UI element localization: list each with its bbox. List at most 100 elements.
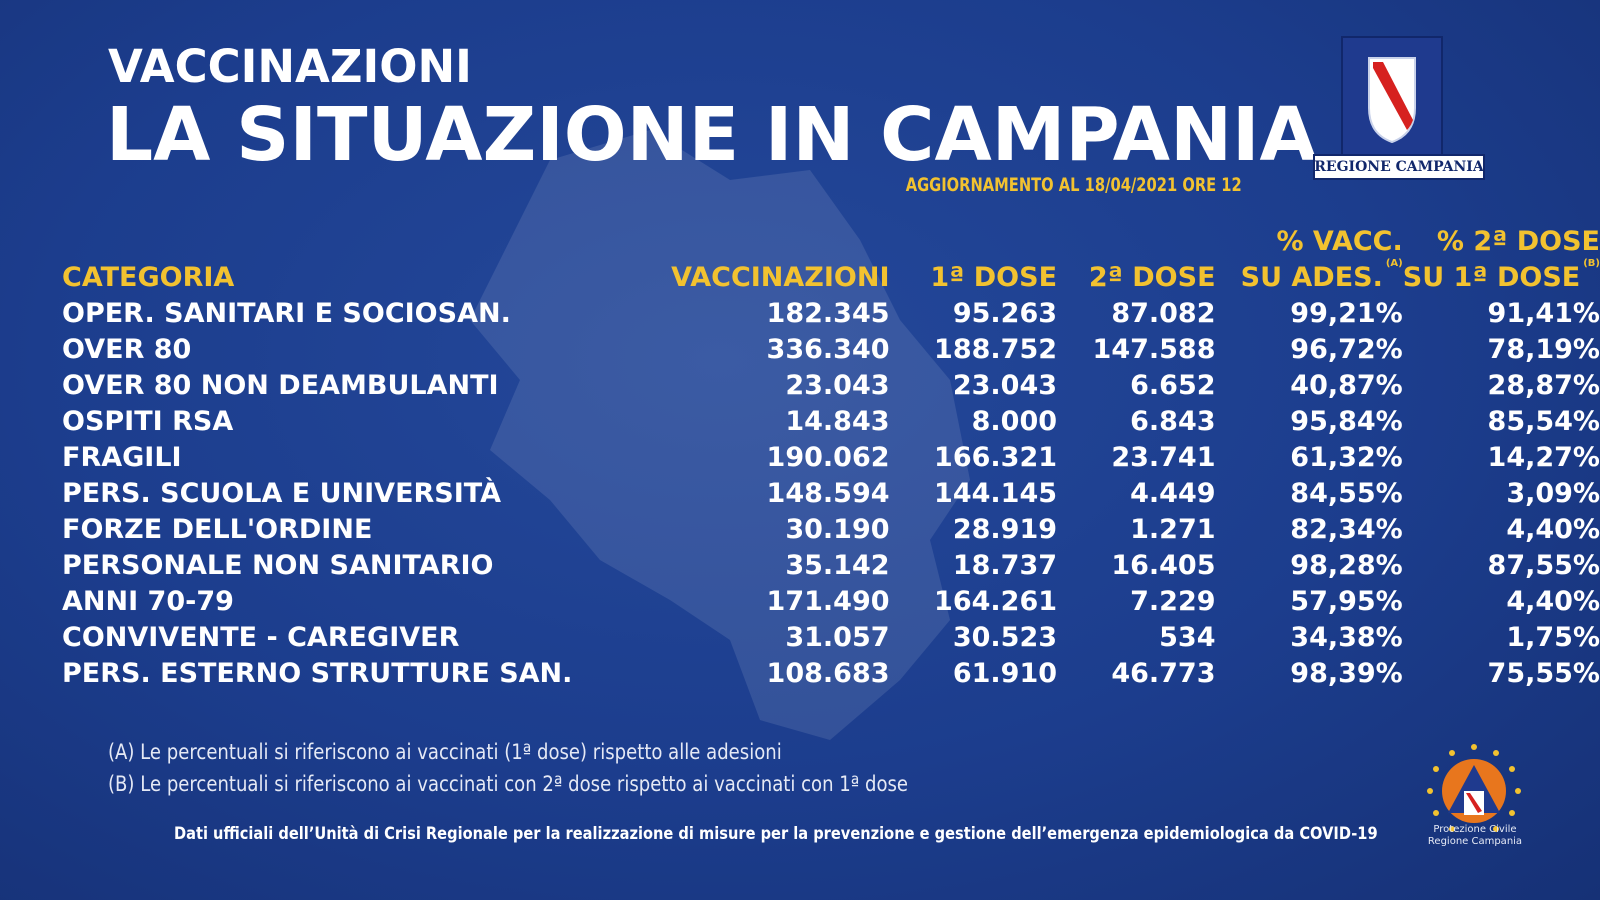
table-header-row: CATEGORIA VACCINAZIONI 1ª DOSE 2ª DOSE %…	[62, 218, 1600, 296]
cell-perc-dose2: 4,40%	[1506, 586, 1600, 617]
cell-dose2: 534	[1159, 622, 1216, 653]
cell-perc-dose2: 3,09%	[1506, 478, 1600, 509]
vaccination-table: CATEGORIA VACCINAZIONI 1ª DOSE 2ª DOSE %…	[62, 218, 1600, 692]
cell-categoria: FRAGILI	[62, 442, 182, 473]
cell-vaccinazioni: 31.057	[785, 622, 890, 653]
table-row: OVER 80 336.340 188.752 147.588 96,72% 78,19%	[62, 332, 1600, 368]
cell-perc-vacc: 95,84%	[1290, 406, 1403, 437]
cell-perc-vacc: 98,39%	[1290, 658, 1403, 689]
cell-dose1: 30.523	[952, 622, 1058, 653]
cell-dose1: 61.910	[952, 658, 1058, 689]
cell-categoria: OPER. SANITARI E SOCIOSAN.	[62, 298, 511, 329]
cell-vaccinazioni: 171.490	[766, 586, 890, 617]
cell-dose1: 23.043	[952, 370, 1058, 401]
table-row: OPER. SANITARI E SOCIOSAN. 182.345 95.263 8…	[62, 296, 1600, 332]
cell-perc-vacc: 98,28%	[1290, 550, 1403, 581]
page-title: LA SITUAZIONE IN CAMPANIA	[106, 92, 1317, 178]
header-perc-dose2-line1: % 2ª DOSE	[1436, 226, 1600, 257]
table-row: FRAGILI 190.062 166.321 23.741 61,32% 14,27%	[62, 440, 1600, 476]
region-logo-label: REGIONE CAMPANIA	[1313, 154, 1485, 180]
cell-dose2: 4.449	[1130, 478, 1216, 509]
header-perc-dose2-line2: SU 1ª DOSE	[1402, 262, 1581, 293]
header-perc-vacc-line2: SU ADES.	[1240, 262, 1383, 293]
cell-perc-vacc: 34,38%	[1290, 622, 1403, 653]
header-dose2: 2ª DOSE	[1088, 262, 1216, 293]
cell-dose2: 6.652	[1130, 370, 1216, 401]
cell-perc-dose2: 28,87%	[1487, 370, 1600, 401]
cell-dose1: 188.752	[934, 334, 1058, 365]
header-vaccinazioni: VACCINAZIONI	[671, 262, 890, 293]
cell-perc-dose2: 91,41%	[1487, 298, 1600, 329]
cell-perc-vacc: 84,55%	[1290, 478, 1403, 509]
cell-perc-vacc: 82,34%	[1290, 514, 1403, 545]
cell-dose2: 23.741	[1111, 442, 1216, 473]
cell-dose1: 166.321	[934, 442, 1058, 473]
cell-perc-dose2: 87,55%	[1487, 550, 1600, 581]
cell-categoria: OVER 80 NON DEAMBULANTI	[62, 370, 499, 401]
cell-dose2: 7.229	[1130, 586, 1216, 617]
header-perc-dose2-line2-wrap: SU 1ª DOSE (B)	[1402, 258, 1600, 296]
cell-perc-vacc: 57,95%	[1290, 586, 1403, 617]
cell-vaccinazioni: 23.043	[785, 370, 890, 401]
footnote-b: (B) Le percentuali si riferiscono ai vac…	[108, 772, 909, 796]
footnotes: (A) Le percentuali si riferiscono ai vac…	[108, 736, 908, 800]
campania-map-silhouette	[470, 130, 970, 740]
cell-dose1: 164.261	[934, 586, 1058, 617]
cell-vaccinazioni: 148.594	[766, 478, 890, 509]
protezione-civile-label: Protezione Civile Regione Campania	[1410, 824, 1540, 848]
cell-categoria: CONVIVENTE - CAREGIVER	[62, 622, 460, 653]
protezione-civile-logo-icon	[1427, 744, 1521, 832]
header-categoria: CATEGORIA	[62, 262, 235, 293]
cell-dose1: 8.000	[971, 406, 1058, 437]
cell-dose2: 147.588	[1092, 334, 1216, 365]
pc-label-line2: Regione Campania	[1427, 836, 1523, 847]
cell-perc-vacc: 61,32%	[1290, 442, 1403, 473]
cell-categoria: PERSONALE NON SANITARIO	[62, 550, 494, 581]
cell-vaccinazioni: 35.142	[785, 550, 890, 581]
cell-dose2: 16.405	[1111, 550, 1216, 581]
pc-label-line1: Protezione Civile	[1433, 824, 1517, 835]
header-perc-vacc-note: (A)	[1385, 258, 1403, 269]
cell-categoria: ANNI 70-79	[62, 586, 234, 617]
header-perc-vacc-line2-wrap: SU ADES. (A)	[1216, 258, 1403, 296]
cell-perc-dose2: 4,40%	[1506, 514, 1600, 545]
cell-vaccinazioni: 14.843	[785, 406, 890, 437]
header-perc-dose2: % 2ª DOSE SU 1ª DOSE (B)	[1403, 218, 1600, 296]
table-row: PERSONALE NON SANITARIO 35.142 18.737 16.40…	[62, 548, 1600, 584]
cell-vaccinazioni: 336.340	[766, 334, 890, 365]
header-perc-vacc: % VACC. SU ADES. (A)	[1216, 218, 1403, 296]
cell-perc-dose2: 78,19%	[1487, 334, 1600, 365]
source-note: Dati ufficiali dell’Unità di Crisi Regio…	[174, 824, 1378, 844]
cell-vaccinazioni: 182.345	[766, 298, 890, 329]
cell-dose2: 87.082	[1111, 298, 1216, 329]
cell-dose1: 144.145	[934, 478, 1058, 509]
regione-campania-logo: REGIONE CAMPANIA	[1313, 36, 1485, 182]
table-body: OPER. SANITARI E SOCIOSAN. 182.345 95.263 8…	[62, 296, 1600, 692]
region-shield-icon	[1341, 36, 1443, 158]
header-perc-vacc-line1: % VACC.	[1276, 226, 1403, 257]
cell-categoria: PERS. ESTERNO STRUTTURE SAN.	[62, 658, 573, 689]
cell-perc-vacc: 40,87%	[1290, 370, 1403, 401]
cell-perc-dose2: 14,27%	[1487, 442, 1600, 473]
table-row: ANNI 70-79 171.490 164.261 7.229 57,95% 4,40%	[62, 584, 1600, 620]
cell-perc-dose2: 1,75%	[1506, 622, 1600, 653]
cell-perc-vacc: 99,21%	[1290, 298, 1403, 329]
cell-dose1: 95.263	[952, 298, 1058, 329]
cell-vaccinazioni: 30.190	[785, 514, 890, 545]
table-row: PERS. SCUOLA E UNIVERSITÀ 148.594 144.145 4…	[62, 476, 1600, 512]
cell-dose1: 18.737	[952, 550, 1058, 581]
cell-dose2: 1.271	[1130, 514, 1216, 545]
cell-dose1: 28.919	[952, 514, 1058, 545]
table-row: FORZE DELL'ORDINE 30.190 28.919 1.271 82,34%…	[62, 512, 1600, 548]
cell-categoria: FORZE DELL'ORDINE	[62, 514, 373, 545]
cell-categoria: PERS. SCUOLA E UNIVERSITÀ	[62, 478, 502, 509]
cell-categoria: OSPITI RSA	[62, 406, 234, 437]
cell-perc-vacc: 96,72%	[1290, 334, 1403, 365]
cell-vaccinazioni: 108.683	[766, 658, 890, 689]
footnote-a: (A) Le percentuali si riferiscono ai vac…	[108, 740, 782, 764]
header-dose1: 1ª DOSE	[930, 262, 1058, 293]
cell-categoria: OVER 80	[62, 334, 192, 365]
table-row: OVER 80 NON DEAMBULANTI 23.043 23.043 6.652…	[62, 368, 1600, 404]
cell-dose2: 6.843	[1130, 406, 1216, 437]
